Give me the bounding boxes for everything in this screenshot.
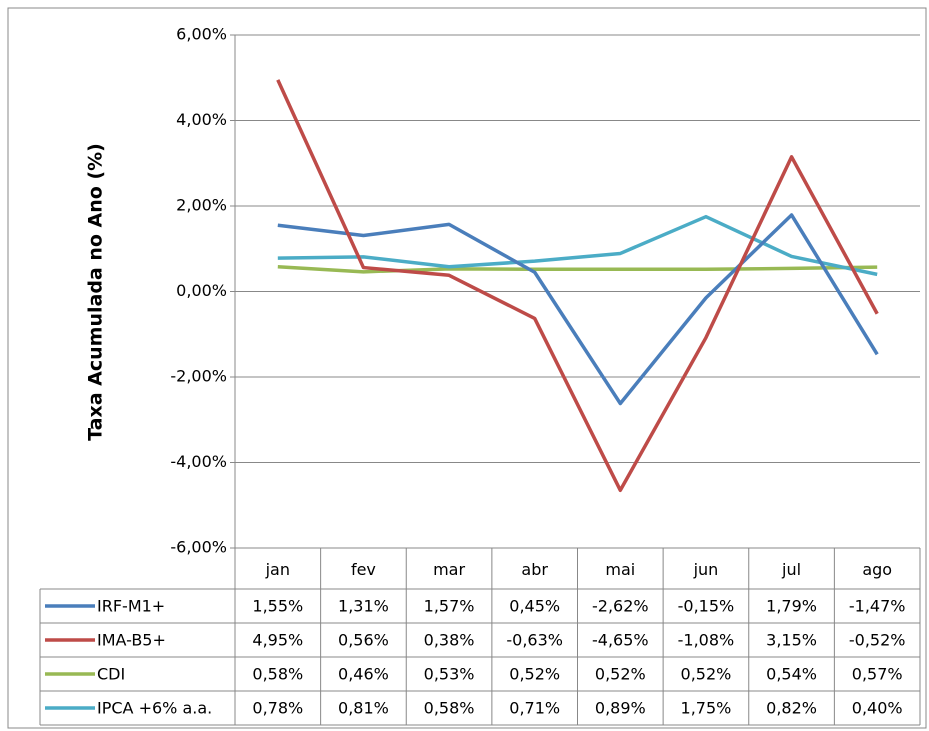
table-cell: 0,53%: [424, 665, 475, 684]
legend-label: IMA-B5+: [97, 631, 166, 650]
y-tick-label: 4,00%: [176, 110, 227, 129]
y-tick-label: 6,00%: [176, 25, 227, 44]
table-cell: 0,58%: [252, 665, 303, 684]
legend-label: IRF-M1+: [97, 597, 165, 616]
table-cell: 3,15%: [766, 631, 817, 650]
x-tick-label: jul: [781, 560, 801, 579]
x-tick-label: ago: [862, 560, 892, 579]
table-cell: 0,82%: [766, 699, 817, 718]
y-axis-label: Taxa Acumulada no Ano (%): [85, 143, 107, 441]
table-cell: -1,47%: [849, 597, 906, 616]
table-cell: 0,81%: [338, 699, 389, 718]
y-tick-label: -2,00%: [170, 367, 227, 386]
table-cell: -1,08%: [678, 631, 735, 650]
table-cell: 0,71%: [509, 699, 560, 718]
x-tick-label: fev: [351, 560, 376, 579]
table-cell: 0,40%: [852, 699, 903, 718]
table-cell: 1,31%: [338, 597, 389, 616]
table-cell: 0,54%: [766, 665, 817, 684]
x-tick-label: mai: [605, 560, 635, 579]
table-cell: -0,63%: [506, 631, 563, 650]
table-cell: -0,15%: [678, 597, 735, 616]
table-cell: 4,95%: [252, 631, 303, 650]
table-cell: 0,78%: [252, 699, 303, 718]
table-cell: -4,65%: [592, 631, 649, 650]
legend-label: IPCA +6% a.a.: [97, 699, 212, 718]
x-tick-label: mar: [433, 560, 465, 579]
series-line: [277, 214, 878, 277]
table-cell: 1,57%: [424, 597, 475, 616]
table-cell: 0,57%: [852, 665, 903, 684]
table-cell: 0,45%: [509, 597, 560, 616]
series-line: [277, 213, 879, 406]
table-cell: 0,56%: [338, 631, 389, 650]
table-cell: 1,79%: [766, 597, 817, 616]
table-cell: -2,62%: [592, 597, 649, 616]
legend-label: CDI: [97, 665, 125, 684]
series-line: [276, 79, 879, 493]
table-cell: 0,38%: [424, 631, 475, 650]
y-tick-label: 2,00%: [176, 196, 227, 215]
x-tick-label: jun: [693, 560, 719, 579]
chart-frame: [7, 7, 927, 729]
table-cell: -0,52%: [849, 631, 906, 650]
y-tick-label: 0,00%: [176, 281, 227, 300]
table-cell: 0,52%: [509, 665, 560, 684]
table-cell: 0,46%: [338, 665, 389, 684]
table-cell: 0,52%: [681, 665, 732, 684]
table-cell: 0,52%: [595, 665, 646, 684]
x-tick-label: abr: [521, 560, 548, 579]
series-line: [277, 264, 878, 274]
table-cell: 1,55%: [252, 597, 303, 616]
table-cell: 1,75%: [681, 699, 732, 718]
table-cell: 0,89%: [595, 699, 646, 718]
table-cell: 0,58%: [424, 699, 475, 718]
x-tick-label: jan: [265, 560, 290, 579]
y-tick-label: -4,00%: [170, 452, 227, 471]
y-tick-label: -6,00%: [170, 538, 227, 557]
